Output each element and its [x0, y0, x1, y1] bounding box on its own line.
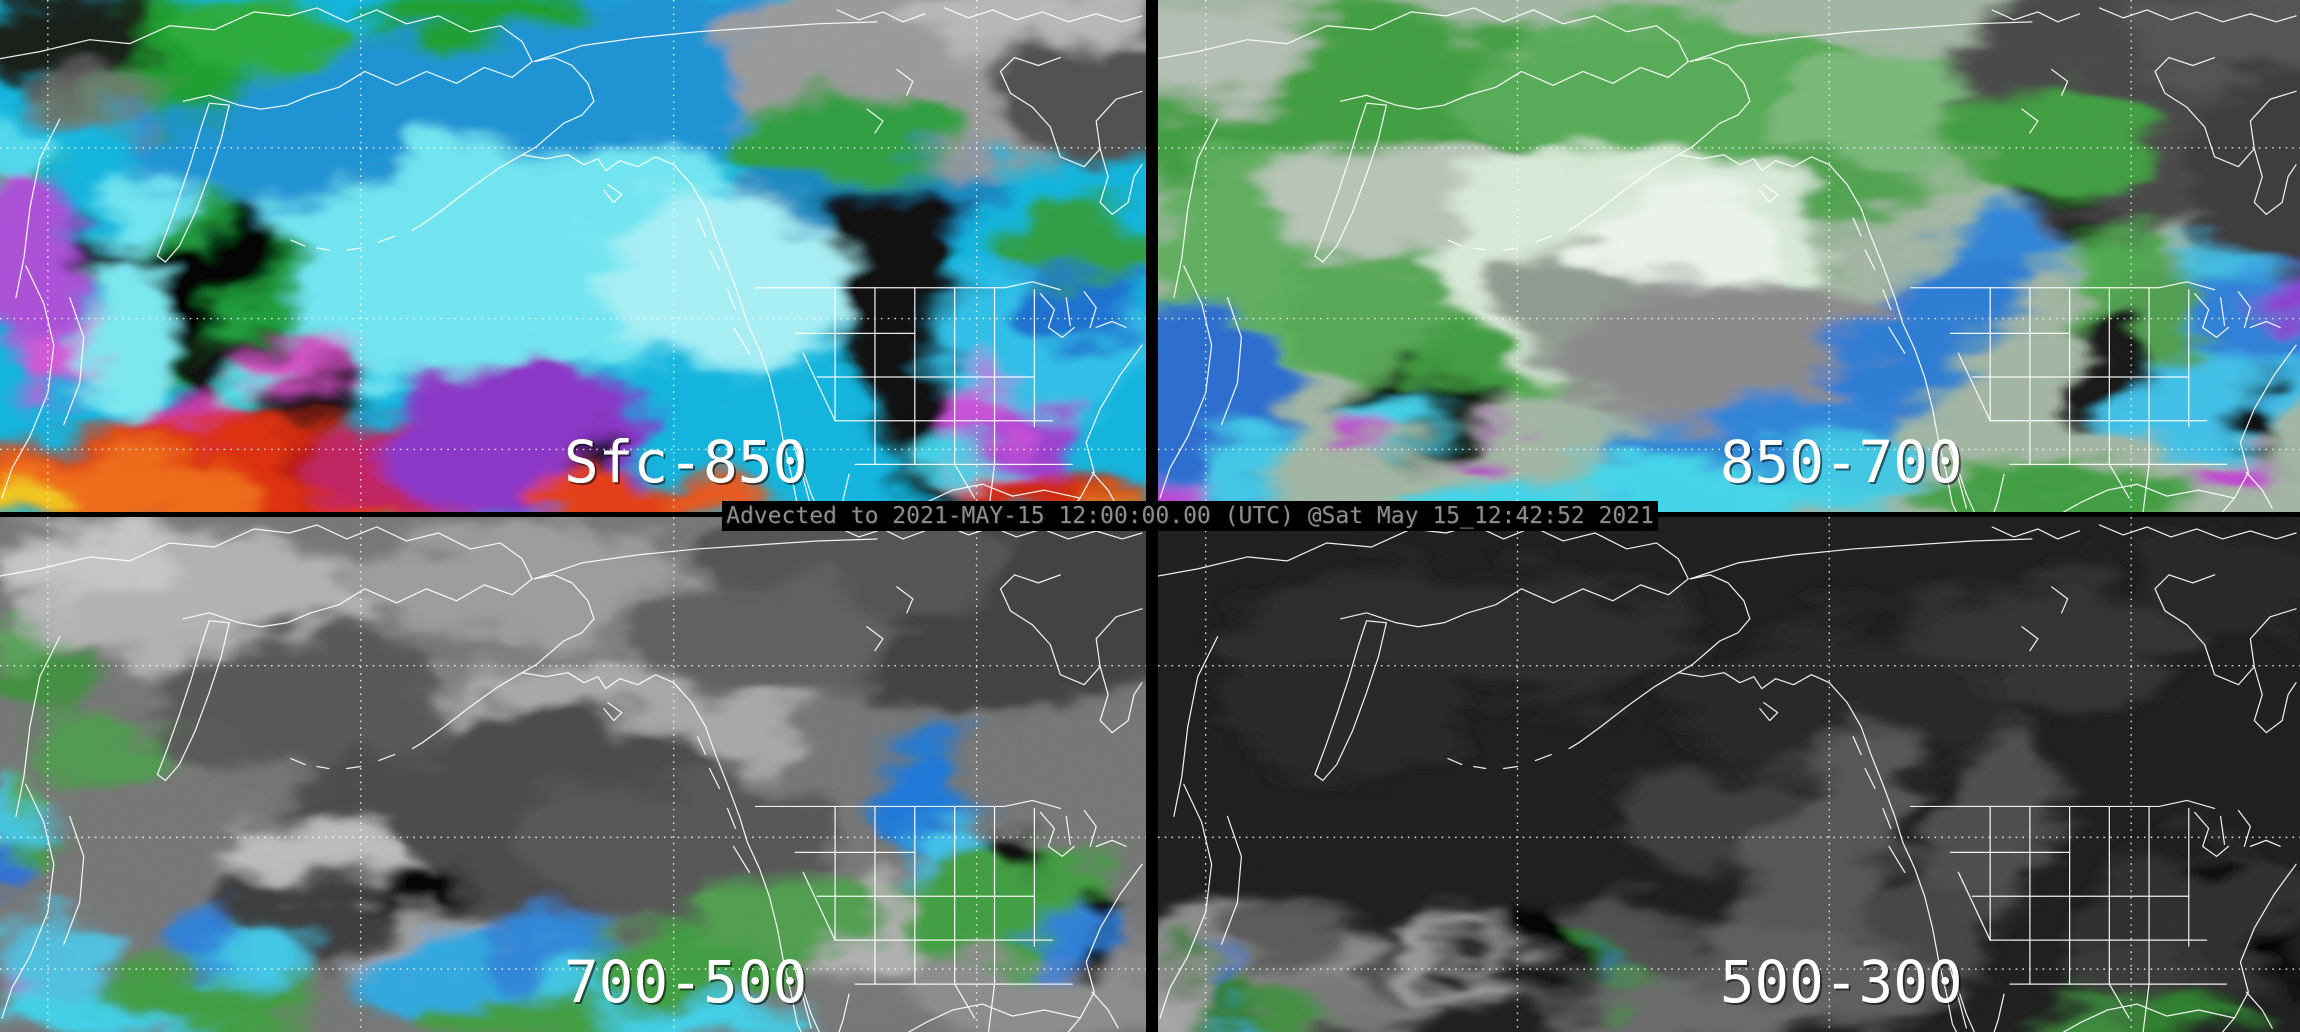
panel-label: 850-700	[1720, 429, 1963, 496]
panel-label: Sfc-850	[564, 428, 808, 496]
status-bar: Advected to 2021-MAY-15 12:00:00.00 (UTC…	[722, 501, 1658, 531]
panel-850-700: 850-700	[1158, 0, 2300, 512]
panel-700-500: 700-500	[0, 517, 1146, 1032]
panel-label: 700-500	[564, 948, 808, 1016]
panel-label: 500-300	[1720, 948, 1963, 1016]
panel-500-300: 500-300	[1158, 517, 2300, 1032]
panel-sfc-850: Sfc-850	[0, 0, 1146, 512]
status-bar-text: Advected to 2021-MAY-15 12:00:00.00 (UTC…	[726, 503, 1654, 529]
